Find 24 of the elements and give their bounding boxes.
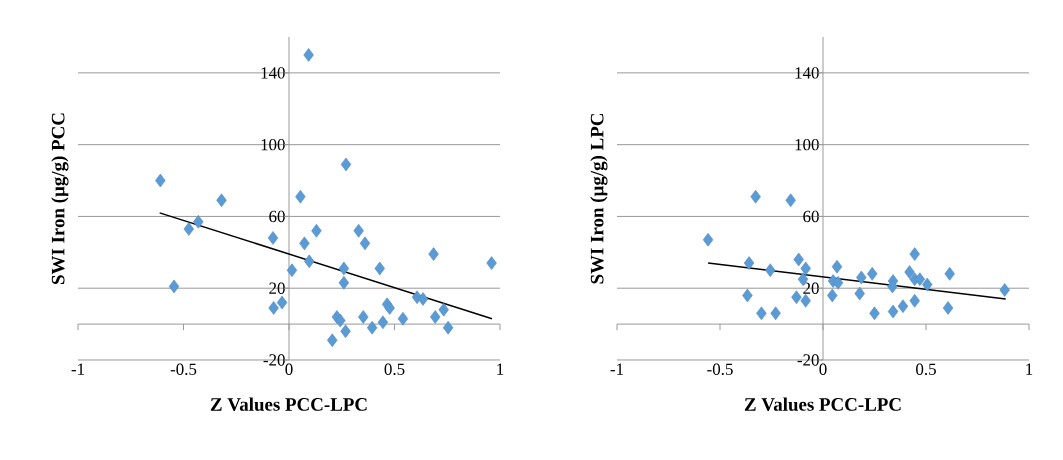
y-tick-label: -20 (263, 354, 285, 366)
y-tick-label: 60 (269, 210, 285, 223)
y-axis-title: SWI Iron (µg/g) PCC (51, 113, 69, 285)
y-tick-label: 100 (795, 138, 819, 151)
x-axis-title: Z Values PCC-LPC (210, 397, 367, 411)
x-tick-label: -0.5 (707, 363, 733, 375)
x-tick-label: -0.5 (170, 363, 197, 375)
x-tick-label: 0.5 (384, 363, 405, 375)
y-axis-title: SWI Iron (µg/g) LPC (590, 113, 608, 284)
x-tick-label: 1 (1026, 363, 1033, 375)
y-tick-label: 60 (803, 210, 819, 223)
x-tick-label: -1 (610, 363, 624, 375)
x-tick-label: 0 (285, 363, 293, 375)
y-tick-label: 20 (803, 282, 819, 294)
y-tick-label: 20 (269, 282, 285, 294)
x-tick-label: 0 (819, 363, 827, 375)
y-tick-label: 140 (795, 67, 819, 79)
x-tick-label: 0.5 (916, 363, 936, 375)
y-tick-label: 140 (261, 67, 285, 79)
y-tick-label: -20 (797, 354, 819, 366)
x-tick-label: -1 (71, 363, 85, 375)
x-tick-label: 1 (497, 363, 504, 375)
x-axis-title: Z Values PCC-LPC (744, 397, 901, 411)
y-tick-label: 100 (261, 138, 285, 151)
